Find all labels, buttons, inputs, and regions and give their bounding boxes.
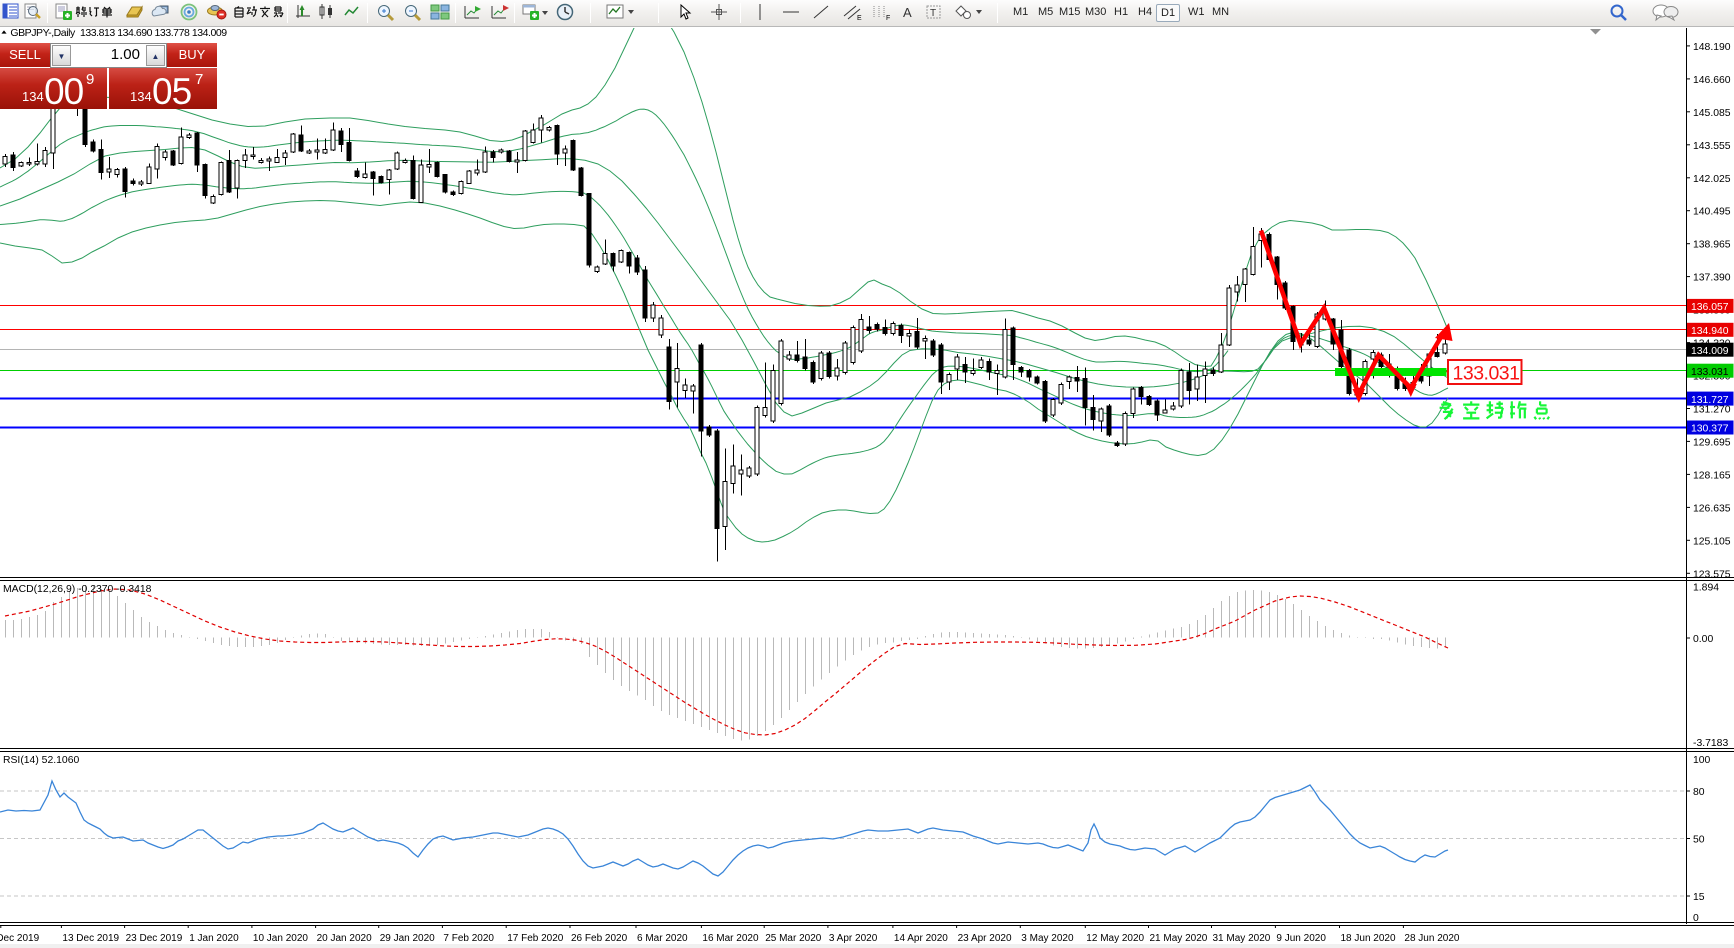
svg-text:1 Jan 2020: 1 Jan 2020 — [189, 933, 239, 944]
svg-text:138.965: 138.965 — [1693, 240, 1731, 251]
svg-text:3 Apr 2020: 3 Apr 2020 — [829, 933, 878, 944]
svg-text:T: T — [930, 8, 936, 19]
svg-text:125.105: 125.105 — [1693, 536, 1731, 547]
svg-text:28 Jun 2020: 28 Jun 2020 — [1404, 933, 1459, 944]
svg-text:131.270: 131.270 — [1693, 405, 1731, 416]
svg-text:131.727: 131.727 — [1691, 395, 1729, 406]
svg-text:130.377: 130.377 — [1691, 424, 1729, 435]
svg-text:129.695: 129.695 — [1693, 437, 1731, 448]
svg-text:23 Apr 2020: 23 Apr 2020 — [958, 933, 1012, 944]
svg-text:MACD(12,26,9) -0.2370 -0.3418: MACD(12,26,9) -0.2370 -0.3418 — [3, 584, 152, 595]
svg-text:9 Jun 2020: 9 Jun 2020 — [1276, 933, 1326, 944]
svg-text:-3.7183: -3.7183 — [1693, 738, 1728, 749]
svg-text:14 Apr 2020: 14 Apr 2020 — [894, 933, 948, 944]
svg-text:1.894: 1.894 — [1693, 583, 1719, 594]
svg-text:0.00: 0.00 — [1693, 634, 1713, 645]
svg-text:6 Mar 2020: 6 Mar 2020 — [637, 933, 688, 944]
svg-text:31 May 2020: 31 May 2020 — [1213, 933, 1271, 944]
svg-text:29 Jan 2020: 29 Jan 2020 — [380, 933, 435, 944]
svg-text:4 Dec 2019: 4 Dec 2019 — [0, 933, 40, 944]
svg-text:E: E — [857, 15, 862, 21]
svg-text:148.190: 148.190 — [1693, 42, 1731, 53]
svg-text:0: 0 — [1693, 913, 1699, 924]
svg-text:13 Dec 2019: 13 Dec 2019 — [62, 933, 119, 944]
svg-text:123.575: 123.575 — [1693, 569, 1731, 580]
svg-text:26 Feb 2020: 26 Feb 2020 — [571, 933, 628, 944]
svg-text:18 Jun 2020: 18 Jun 2020 — [1341, 933, 1396, 944]
svg-text:20 Jan 2020: 20 Jan 2020 — [317, 933, 372, 944]
svg-text:136.057: 136.057 — [1691, 302, 1729, 313]
svg-text:146.660: 146.660 — [1693, 75, 1731, 86]
svg-text:143.555: 143.555 — [1693, 141, 1731, 152]
svg-text:128.165: 128.165 — [1693, 470, 1731, 481]
svg-text:140.495: 140.495 — [1693, 207, 1731, 218]
svg-text:10 Jan 2020: 10 Jan 2020 — [253, 933, 308, 944]
svg-text:16 Mar 2020: 16 Mar 2020 — [702, 933, 759, 944]
svg-text:7 Feb 2020: 7 Feb 2020 — [443, 933, 494, 944]
svg-text:145.085: 145.085 — [1693, 108, 1731, 119]
svg-text:15: 15 — [1693, 892, 1705, 903]
svg-text:134.009: 134.009 — [1691, 346, 1729, 357]
svg-text:RSI(14) 52.1060: RSI(14) 52.1060 — [3, 755, 79, 766]
svg-text:133.813 134.690 133.778 134.00: 133.813 134.690 133.778 134.009 — [80, 27, 227, 39]
svg-text:F: F — [886, 15, 890, 21]
svg-text:100: 100 — [1693, 755, 1711, 766]
svg-text:133.031: 133.031 — [1453, 363, 1520, 385]
svg-text:GBPJPY-,Daily: GBPJPY-,Daily — [10, 27, 76, 39]
svg-text:25 Mar 2020: 25 Mar 2020 — [765, 933, 822, 944]
svg-text:12 May 2020: 12 May 2020 — [1086, 933, 1144, 944]
svg-text:142.025: 142.025 — [1693, 174, 1731, 185]
svg-text:A: A — [903, 5, 912, 20]
svg-text:134.940: 134.940 — [1691, 326, 1729, 337]
svg-text:137.390: 137.390 — [1693, 273, 1731, 284]
svg-text:21 May 2020: 21 May 2020 — [1150, 933, 1208, 944]
svg-text:133.031: 133.031 — [1691, 367, 1729, 378]
svg-text:126.635: 126.635 — [1693, 503, 1731, 514]
svg-text:23 Dec 2019: 23 Dec 2019 — [126, 933, 183, 944]
svg-text:80: 80 — [1693, 787, 1705, 798]
svg-text:17 Feb 2020: 17 Feb 2020 — [507, 933, 564, 944]
svg-text:50: 50 — [1693, 835, 1705, 846]
svg-text:3 May 2020: 3 May 2020 — [1021, 933, 1074, 944]
